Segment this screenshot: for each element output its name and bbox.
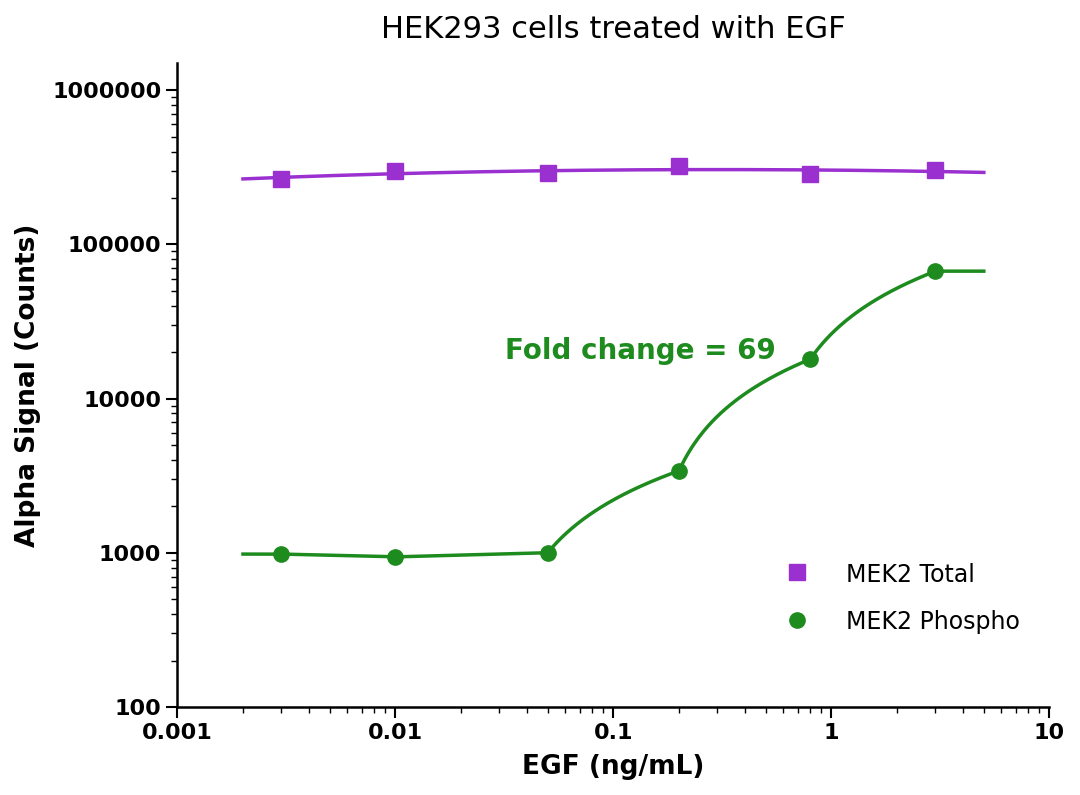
X-axis label: EGF (ng/mL): EGF (ng/mL): [523, 754, 704, 780]
MEK2 Phospho: [389, 552, 402, 561]
MEK2 Total: [804, 169, 816, 179]
MEK2 Total: [275, 174, 288, 184]
MEK2 Phospho: [673, 466, 686, 475]
MEK2 Total: [673, 161, 686, 171]
MEK2 Phospho: [929, 266, 942, 276]
MEK2 Phospho: [275, 549, 288, 559]
Line: MEK2 Phospho: MEK2 Phospho: [273, 263, 943, 564]
MEK2 Phospho: [541, 548, 554, 557]
Line: MEK2 Total: MEK2 Total: [273, 159, 943, 187]
MEK2 Total: [541, 169, 554, 178]
Title: HEK293 cells treated with EGF: HEK293 cells treated with EGF: [381, 15, 846, 44]
MEK2 Total: [929, 165, 942, 174]
Text: Fold change = 69: Fold change = 69: [505, 337, 777, 365]
Legend: MEK2 Total, MEK2 Phospho: MEK2 Total, MEK2 Phospho: [758, 553, 1029, 644]
Y-axis label: Alpha Signal (Counts): Alpha Signal (Counts): [15, 223, 41, 547]
MEK2 Total: [389, 166, 402, 176]
MEK2 Phospho: [804, 355, 816, 364]
